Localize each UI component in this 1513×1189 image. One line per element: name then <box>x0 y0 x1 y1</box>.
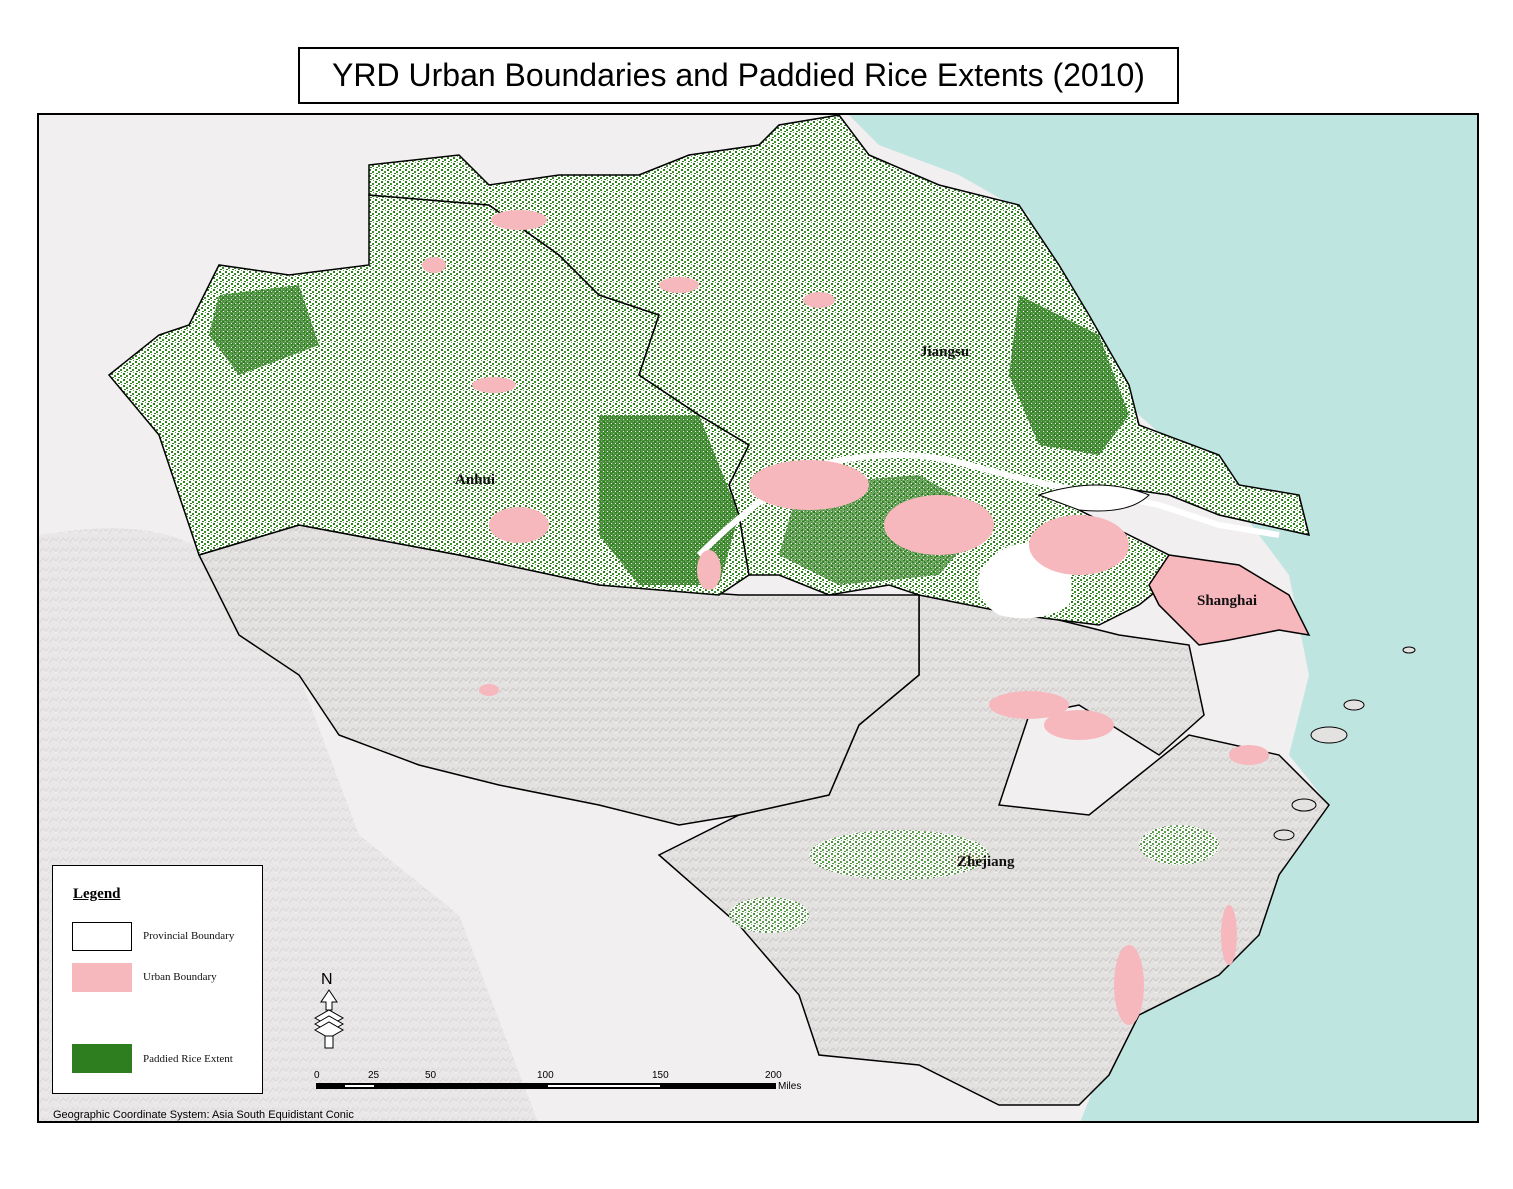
anhui-dense-rice-west <box>209 285 319 375</box>
scale-tick-200: 200 <box>765 1070 782 1081</box>
sea <box>849 115 1477 1121</box>
shanghai-region <box>1148 554 1311 646</box>
scale-unit: Miles <box>778 1081 802 1092</box>
province-label-zhejiang: Zhejiang <box>957 854 1015 870</box>
zhejiang-rice-patches <box>729 825 1219 933</box>
legend-label-urban-boundary: Urban Boundary <box>143 971 217 983</box>
north-letter: N <box>321 971 333 988</box>
scale-tick-0: 0 <box>314 1070 320 1081</box>
legend-label-paddied-rice: Paddied Rice Extent <box>143 1053 233 1065</box>
legend-box: Legend Provincial Boundary Urban Boundar… <box>52 865 263 1094</box>
scale-tick-25: 25 <box>368 1070 380 1081</box>
anhui-dense-rice-east <box>599 415 739 585</box>
map-canvas <box>39 115 1477 1121</box>
province-label-shanghai: Shanghai <box>1197 593 1258 609</box>
north-arrow-icon <box>313 989 345 1049</box>
chongming-island <box>1037 484 1150 512</box>
province-label-jiangsu: Jiangsu <box>920 344 970 360</box>
scale-tick-100: 100 <box>537 1070 554 1081</box>
province-label-anhui: Anhui <box>455 472 496 488</box>
outline-swatch-icon <box>72 922 132 951</box>
map-title: YRD Urban Boundaries and Paddied Rice Ex… <box>332 57 1145 93</box>
legend-title: Legend <box>73 886 121 902</box>
scale-bar <box>316 1083 776 1089</box>
legend-label-provincial-boundary: Provincial Boundary <box>143 930 235 942</box>
coordinate-system-note: Geographic Coordinate System: Asia South… <box>53 1109 354 1121</box>
jiangsu-dense-rice-east <box>1009 295 1129 455</box>
green-swatch-icon <box>72 1044 132 1073</box>
map-title-box: YRD Urban Boundaries and Paddied Rice Ex… <box>298 47 1179 104</box>
pink-swatch-icon <box>72 963 132 992</box>
scale-tick-50: 50 <box>425 1070 437 1081</box>
scale-tick-150: 150 <box>652 1070 669 1081</box>
zhoushan-islands <box>1273 646 1416 841</box>
map-frame: Anhui Jiangsu Shanghai Zhejiang <box>37 113 1479 1123</box>
